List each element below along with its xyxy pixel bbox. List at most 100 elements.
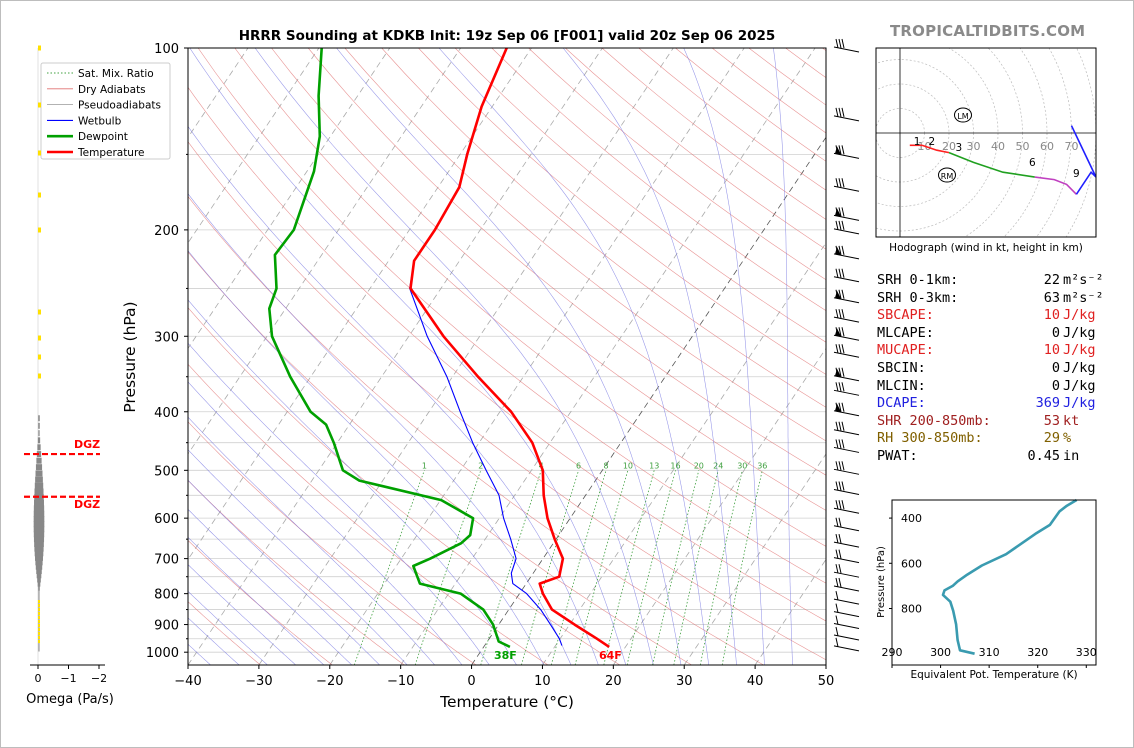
omega-bar xyxy=(35,476,43,483)
wind-barb-feather xyxy=(841,382,845,392)
index-row: SRH 0-3km: 63 m²s⁻² xyxy=(877,290,1104,308)
dry-adiabat xyxy=(188,601,261,665)
hodograph-segment xyxy=(921,144,950,154)
dry-adiabat xyxy=(381,48,826,408)
theta-e-x-tick-label: 310 xyxy=(979,646,1000,659)
isotherm xyxy=(683,453,826,665)
hodograph-ring-label: 30 xyxy=(967,140,981,153)
wind-barb-feather xyxy=(841,289,845,299)
omega-bar xyxy=(35,464,43,471)
omega-bar-positive xyxy=(38,192,41,198)
wind-barb-feather xyxy=(841,245,845,255)
omega-tick-label: 0 xyxy=(35,672,42,685)
theta-e-x-tick-label: 300 xyxy=(930,646,951,659)
dry-adiabat xyxy=(188,195,764,665)
wind-barb-feather xyxy=(838,481,842,491)
omega-bar xyxy=(34,540,44,547)
wind-barb-feather xyxy=(838,289,842,299)
index-label: PWAT: xyxy=(877,447,918,464)
index-value: 0.45 xyxy=(1027,447,1060,464)
wind-barb-pennant xyxy=(835,368,841,377)
mixing-ratio-line xyxy=(699,470,743,665)
wind-barb-pennant xyxy=(835,328,841,337)
left-mover-marker xyxy=(954,107,972,123)
isotherm xyxy=(329,48,745,665)
mixing-ratio-label: 6 xyxy=(576,461,581,470)
isotherm xyxy=(471,136,826,665)
moist-adiabat xyxy=(188,250,545,665)
index-row: SRH 0-1km: 22 m²s⁻² xyxy=(877,272,1104,290)
right-mover-marker xyxy=(938,167,956,183)
x-tick-label: 50 xyxy=(818,674,835,689)
wind-barb-feather xyxy=(841,344,845,354)
isotherm xyxy=(188,48,603,665)
omega-bar xyxy=(37,580,41,587)
theta-e-ylabel: Pressure (hPa) xyxy=(876,546,887,618)
moist-adiabat xyxy=(188,125,599,665)
mixing-ratio-line xyxy=(521,470,579,665)
theta-e-y-tick-label: 800 xyxy=(901,602,922,615)
omega-bar-positive xyxy=(38,636,40,639)
omega-bar xyxy=(34,482,44,489)
theta-e-xlabel: Equivalent Pot. Temperature (K) xyxy=(910,669,1077,681)
isotherm xyxy=(542,242,826,665)
wind-barb-feather xyxy=(835,534,839,544)
x-tick-label: 10 xyxy=(534,674,551,689)
omega-bar-positive xyxy=(38,354,41,360)
dgz-label-bottom: DGZ xyxy=(74,498,100,511)
dry-adiabat xyxy=(188,307,621,665)
isotherm xyxy=(613,347,826,665)
moist-adiabat xyxy=(188,479,380,665)
mixing-ratio-line xyxy=(721,470,763,665)
omega-bar xyxy=(33,531,45,538)
wind-barb-pennant xyxy=(835,146,841,155)
mixing-ratio-line xyxy=(673,470,719,665)
moist-adiabat xyxy=(188,617,240,665)
wind-barb-feather xyxy=(838,268,842,278)
wind-barb-feather xyxy=(835,577,839,588)
wind-barb-feather xyxy=(841,145,845,155)
wind-barb-feather xyxy=(835,344,839,354)
wind-barb-feather xyxy=(835,421,839,431)
omega-bar xyxy=(35,470,43,477)
index-row: MUCAPE: 10 J/kg xyxy=(877,342,1096,360)
mixing-ratio-line xyxy=(480,470,542,665)
hodograph-height-label: 2 xyxy=(929,136,936,148)
index-row: DCAPE: 369 J/kg xyxy=(877,395,1096,413)
wind-barb-feather xyxy=(835,178,839,188)
moist-adiabat xyxy=(188,590,268,665)
wind-barb-pennant xyxy=(835,290,841,299)
wind-barb-pennant xyxy=(835,246,841,255)
theta-e-x-tick-label: 330 xyxy=(1076,646,1097,659)
wind-barb-feather xyxy=(838,500,842,510)
isotherm xyxy=(258,48,674,665)
omega-bar xyxy=(38,632,40,639)
wind-barb-feather xyxy=(841,461,845,471)
omega-bar-positive xyxy=(38,628,40,631)
index-value: 29 xyxy=(1043,430,1060,447)
wind-barb-feather xyxy=(841,207,845,217)
legend-entry: Sat. Mix. Ratio xyxy=(78,68,154,80)
theta-e-y-tick-label: 400 xyxy=(901,512,922,525)
wind-barb-feather xyxy=(838,178,842,188)
mixing-ratio-label: 36 xyxy=(757,461,767,470)
hodograph-caption: Hodograph (wind in kt, height in km) xyxy=(889,242,1083,254)
omega-bar xyxy=(38,596,40,603)
omega-bar-positive xyxy=(38,150,41,156)
dry-adiabat xyxy=(344,48,826,442)
omega-bar-positive xyxy=(38,373,41,379)
moist-adiabat xyxy=(562,48,737,665)
wind-barb-feather xyxy=(838,309,842,319)
mixing-ratio-line xyxy=(603,470,655,665)
mixing-ratio-label: 24 xyxy=(713,461,723,470)
index-value: 369 xyxy=(1035,395,1060,412)
wind-barb-feather xyxy=(838,382,842,392)
surface-temp-label: 64F xyxy=(599,649,622,662)
dry-adiabat xyxy=(454,48,826,343)
dry-adiabat xyxy=(418,48,826,375)
mixing-ratio-label: 30 xyxy=(737,461,747,470)
skewt-series xyxy=(268,48,610,649)
omega-tick-label: −1 xyxy=(60,672,76,685)
y-tick-label: 800 xyxy=(154,588,179,603)
